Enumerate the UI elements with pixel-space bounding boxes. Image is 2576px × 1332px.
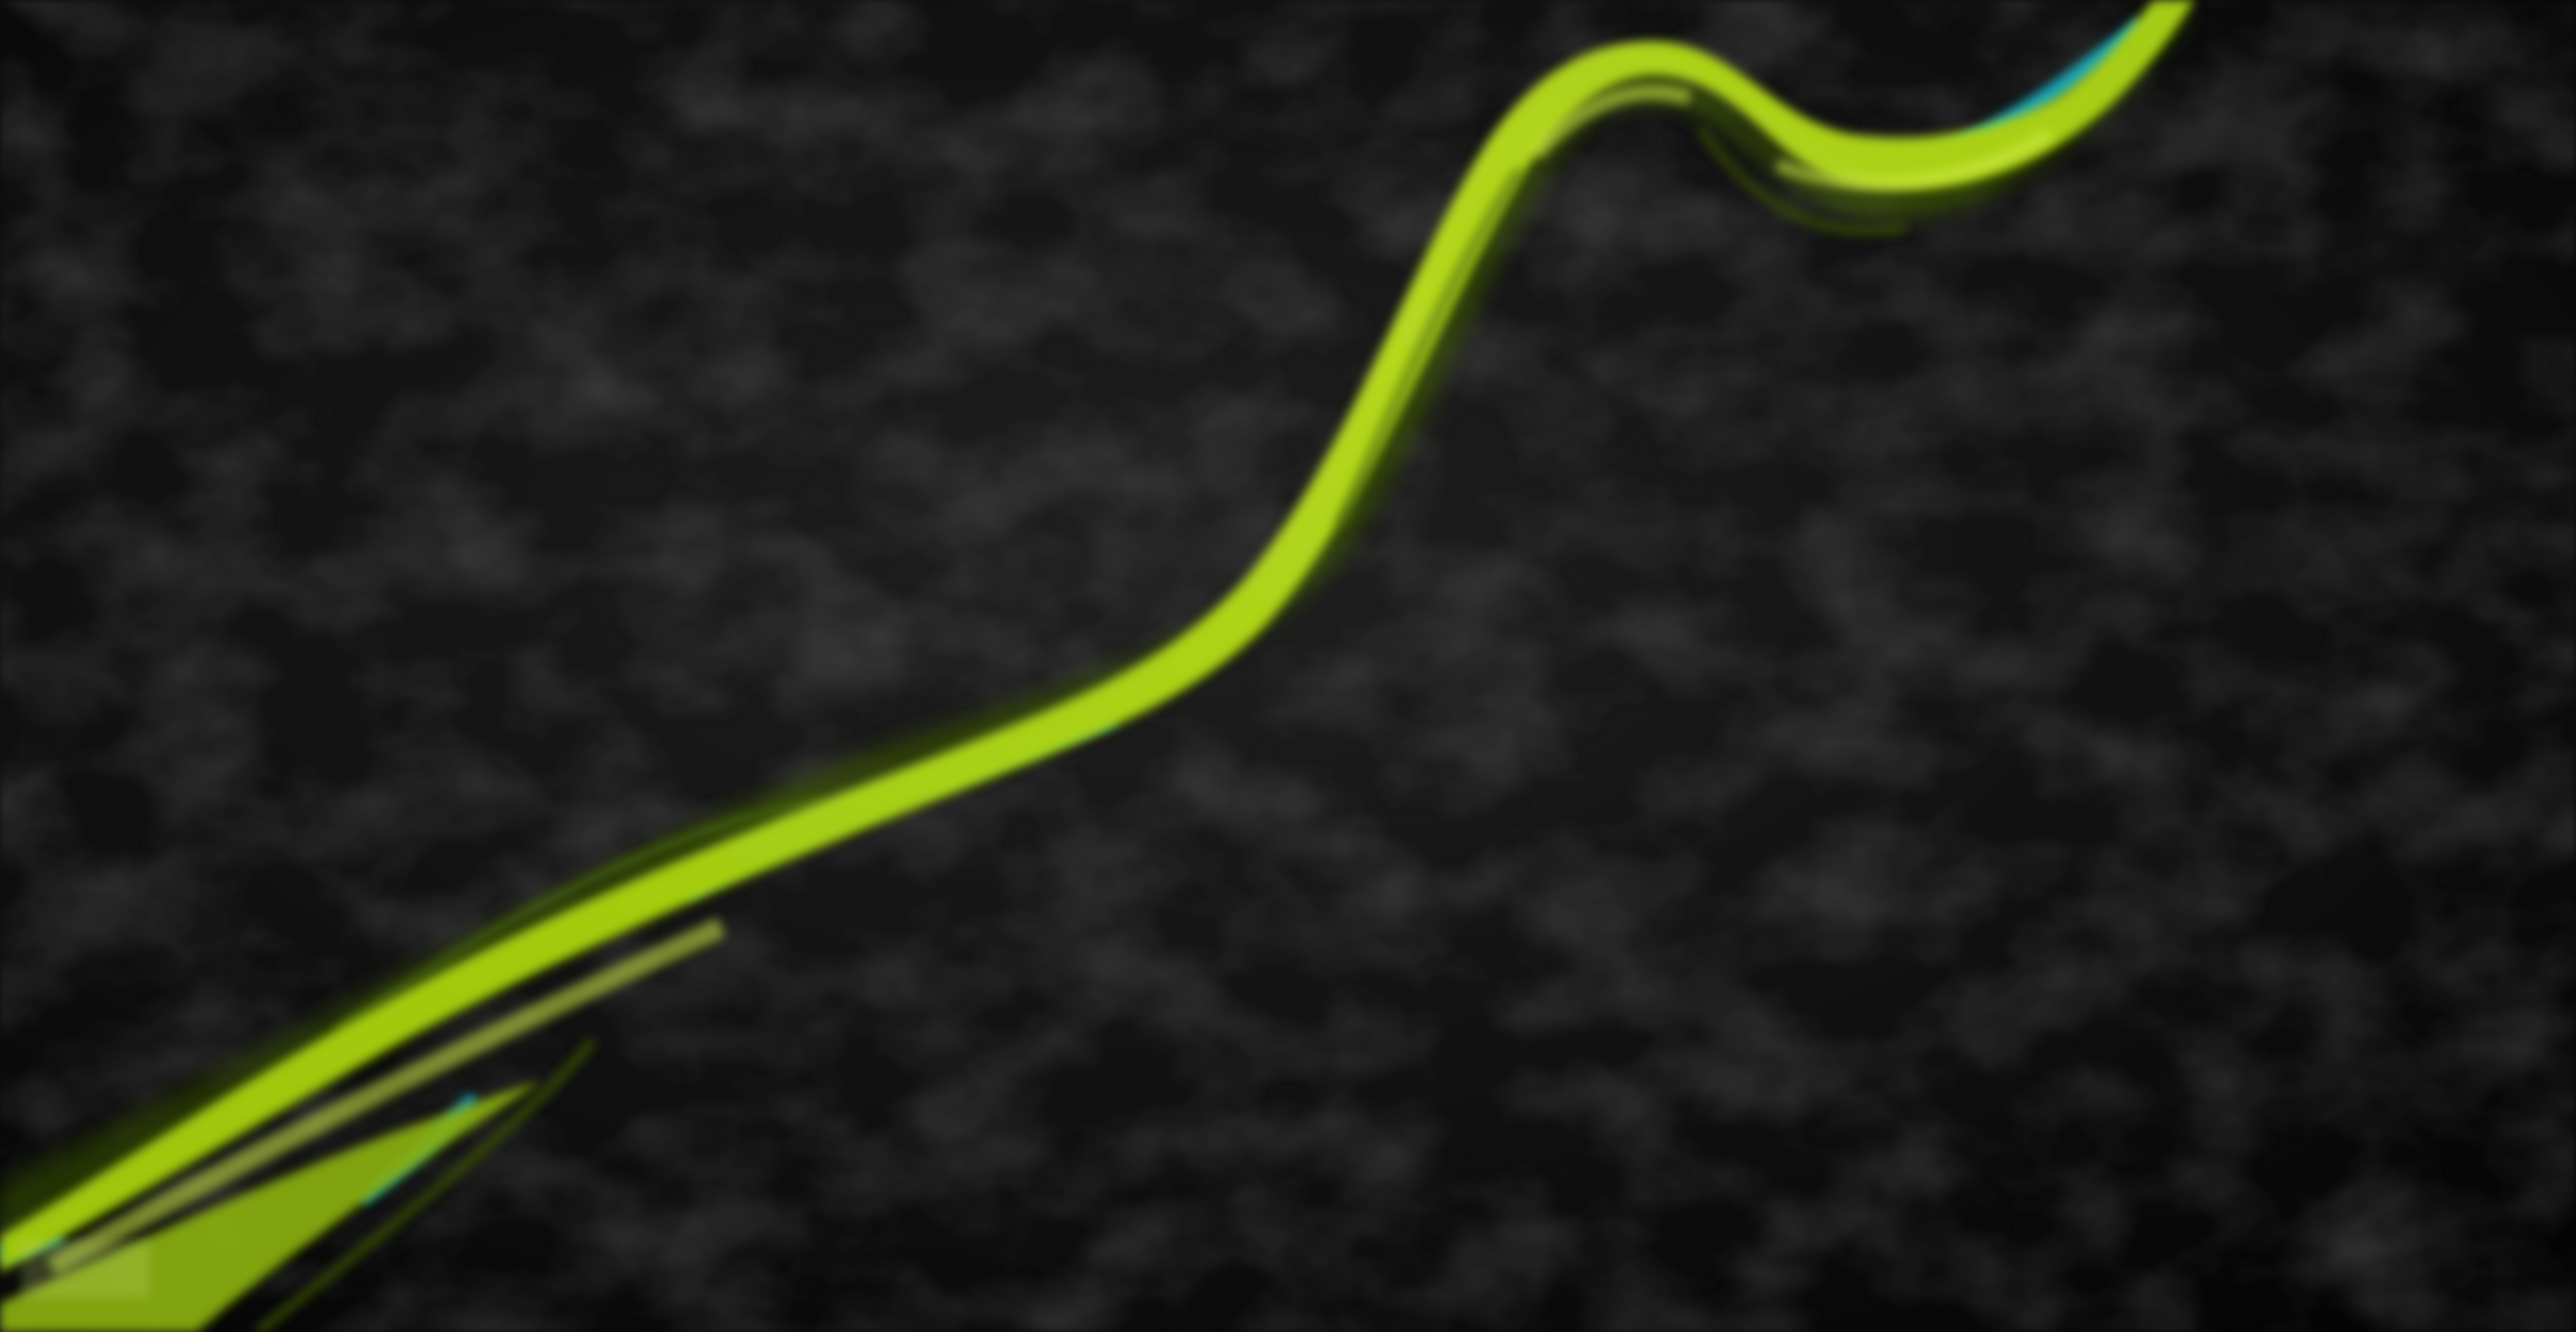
faint-watermark xyxy=(21,1241,149,1298)
ribbon-strand-upper xyxy=(333,795,825,1033)
ribbon-strand-lower xyxy=(255,1037,597,1332)
ribbon-fold-edges xyxy=(1334,126,1908,528)
ribbon-highlight xyxy=(46,84,2054,1276)
